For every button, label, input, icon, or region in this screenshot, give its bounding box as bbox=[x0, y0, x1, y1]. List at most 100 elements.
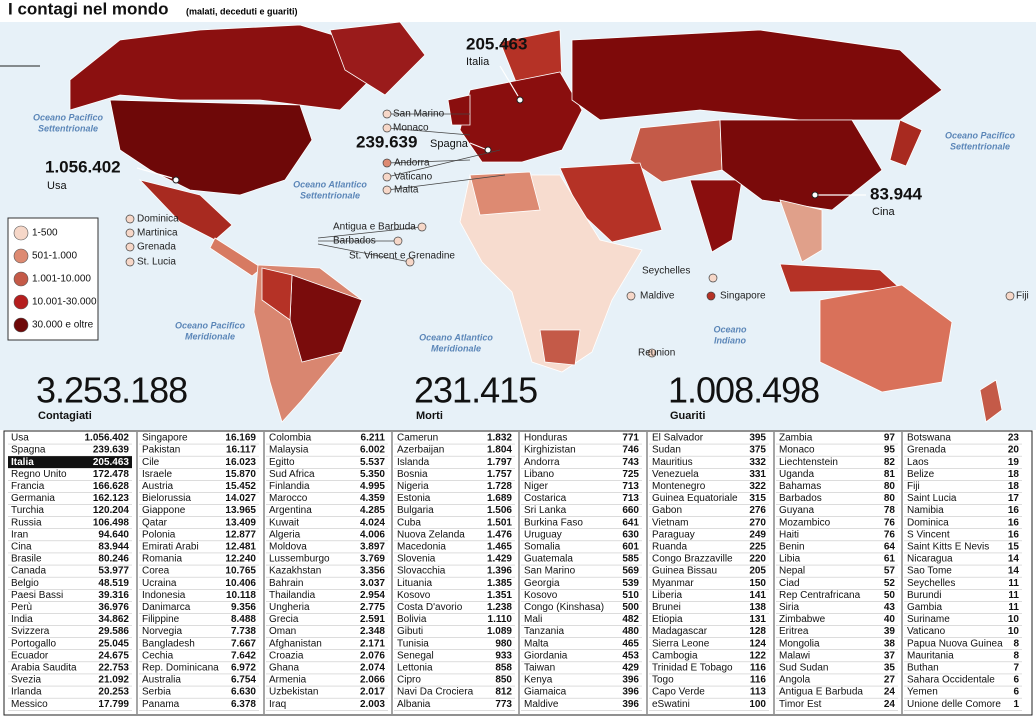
country-name: Lussemburgo bbox=[269, 554, 330, 565]
country-name: Uganda bbox=[779, 469, 814, 480]
country-count: 10.118 bbox=[226, 590, 256, 601]
country-name: Vietnam bbox=[652, 517, 689, 528]
callout-label: Usa bbox=[47, 180, 67, 192]
label-dot bbox=[417, 222, 427, 232]
country-name: Algeria bbox=[269, 529, 301, 540]
country-count: 80 bbox=[884, 481, 896, 492]
ocean-label: Indiano bbox=[714, 335, 746, 345]
new-zealand bbox=[979, 379, 1003, 423]
country-name: Gambia bbox=[907, 602, 942, 613]
total-label: Guariti bbox=[670, 410, 705, 422]
country-name: Burundi bbox=[907, 590, 941, 601]
legend-label: 30.000 e oltre bbox=[32, 320, 94, 331]
country-name: Maldive bbox=[524, 699, 559, 710]
country-count: 276 bbox=[749, 505, 766, 516]
country-name: Ecuador bbox=[11, 650, 49, 661]
leader-line bbox=[317, 226, 423, 239]
country-name: Burkina Faso bbox=[524, 517, 583, 528]
country-count: 83.944 bbox=[98, 542, 129, 553]
country-count: 27 bbox=[884, 675, 896, 686]
legend-label: 10.001-30.000 bbox=[32, 297, 97, 308]
country-name: Sao Tome bbox=[907, 566, 952, 577]
country-name: Guinea Equatoriale bbox=[652, 493, 738, 504]
leader-line bbox=[136, 167, 173, 179]
country-count: 630 bbox=[622, 529, 639, 540]
country-name: Suriname bbox=[907, 614, 950, 625]
africa bbox=[459, 174, 643, 373]
country-count: 16 bbox=[1008, 529, 1020, 540]
country-count: 725 bbox=[622, 469, 639, 480]
country-count: 25.045 bbox=[98, 638, 129, 649]
country-name: Bosnia bbox=[397, 469, 428, 480]
country-name: Antigua E Barbuda bbox=[779, 687, 863, 698]
label-dot bbox=[382, 172, 392, 182]
country-count: 933 bbox=[495, 650, 512, 661]
country-count: 1.429 bbox=[487, 554, 512, 565]
country-count: 8 bbox=[1013, 650, 1019, 661]
total-value: 231.415 bbox=[414, 370, 537, 411]
country-count: 6.211 bbox=[361, 433, 386, 444]
country-count: 3.769 bbox=[360, 554, 385, 565]
country-count: 771 bbox=[622, 433, 639, 444]
country-count: 172.478 bbox=[93, 469, 130, 480]
se-asia bbox=[779, 199, 823, 263]
country-count: 116 bbox=[750, 675, 767, 686]
country-count: 510 bbox=[622, 590, 639, 601]
country-count: 332 bbox=[749, 457, 766, 468]
label-dot bbox=[405, 257, 415, 267]
ocean-label: Oceano Atlantico bbox=[293, 179, 367, 189]
country-name: Lituania bbox=[397, 578, 432, 589]
country-name: Spagna bbox=[11, 445, 46, 456]
country-count: 1.689 bbox=[487, 493, 512, 504]
country-count: 4.995 bbox=[360, 481, 385, 492]
country-count: 746 bbox=[622, 445, 639, 456]
country-name: Israele bbox=[142, 469, 172, 480]
place-label: Dominica bbox=[137, 214, 179, 225]
country-name: Ruanda bbox=[652, 542, 687, 553]
country-count: 11 bbox=[1008, 578, 1019, 589]
country-count: 57 bbox=[884, 566, 896, 577]
leader-line bbox=[499, 65, 519, 97]
country-name: Fiji bbox=[907, 481, 920, 492]
country-name: Bahamas bbox=[779, 481, 821, 492]
legend-swatch bbox=[13, 317, 29, 333]
leader-line bbox=[386, 149, 501, 178]
country-name: Argentina bbox=[269, 505, 312, 516]
legend-label: 501-1.000 bbox=[32, 251, 77, 262]
country-name: Dominica bbox=[907, 517, 949, 528]
country-name: Kosovo bbox=[524, 590, 558, 601]
label-dot bbox=[647, 348, 657, 358]
country-count: 8 bbox=[1013, 638, 1019, 649]
country-name: Cuba bbox=[397, 517, 421, 528]
country-count: 6.972 bbox=[231, 663, 256, 674]
country-name: Cambogia bbox=[652, 650, 698, 661]
title: I contagi nel mondo bbox=[8, 0, 169, 18]
country-count: 11 bbox=[1008, 590, 1019, 601]
country-name: Qatar bbox=[142, 517, 168, 528]
country-count: 2.348 bbox=[360, 626, 385, 637]
country-count: 4.006 bbox=[360, 529, 385, 540]
country-name: Kazakhstan bbox=[269, 566, 321, 577]
country-count: 482 bbox=[622, 614, 639, 625]
country-name: Cipro bbox=[397, 675, 421, 686]
north-africa bbox=[469, 171, 541, 216]
country-count: 76 bbox=[884, 517, 896, 528]
country-count: 21.092 bbox=[98, 675, 129, 686]
country-name: Australia bbox=[142, 675, 181, 686]
country-name: Francia bbox=[11, 481, 45, 492]
country-name: Trinidad E Tobago bbox=[652, 663, 733, 674]
europe bbox=[459, 71, 583, 163]
country-count: 38 bbox=[884, 638, 896, 649]
country-name: Gibuti bbox=[397, 626, 423, 637]
country-name: Monaco bbox=[779, 445, 815, 456]
country-name: Cile bbox=[142, 457, 160, 468]
country-name: Ungheria bbox=[269, 602, 310, 613]
country-name: Sahara Occidentale bbox=[907, 675, 995, 686]
country-count: 52 bbox=[884, 578, 896, 589]
country-name: Mongolia bbox=[779, 638, 820, 649]
country-count: 16.117 bbox=[226, 445, 256, 456]
country-name: Bangladesh bbox=[142, 638, 195, 649]
place-label: Monaco bbox=[393, 123, 429, 134]
country-count: 15.452 bbox=[225, 481, 256, 492]
legend-swatch bbox=[13, 294, 29, 310]
